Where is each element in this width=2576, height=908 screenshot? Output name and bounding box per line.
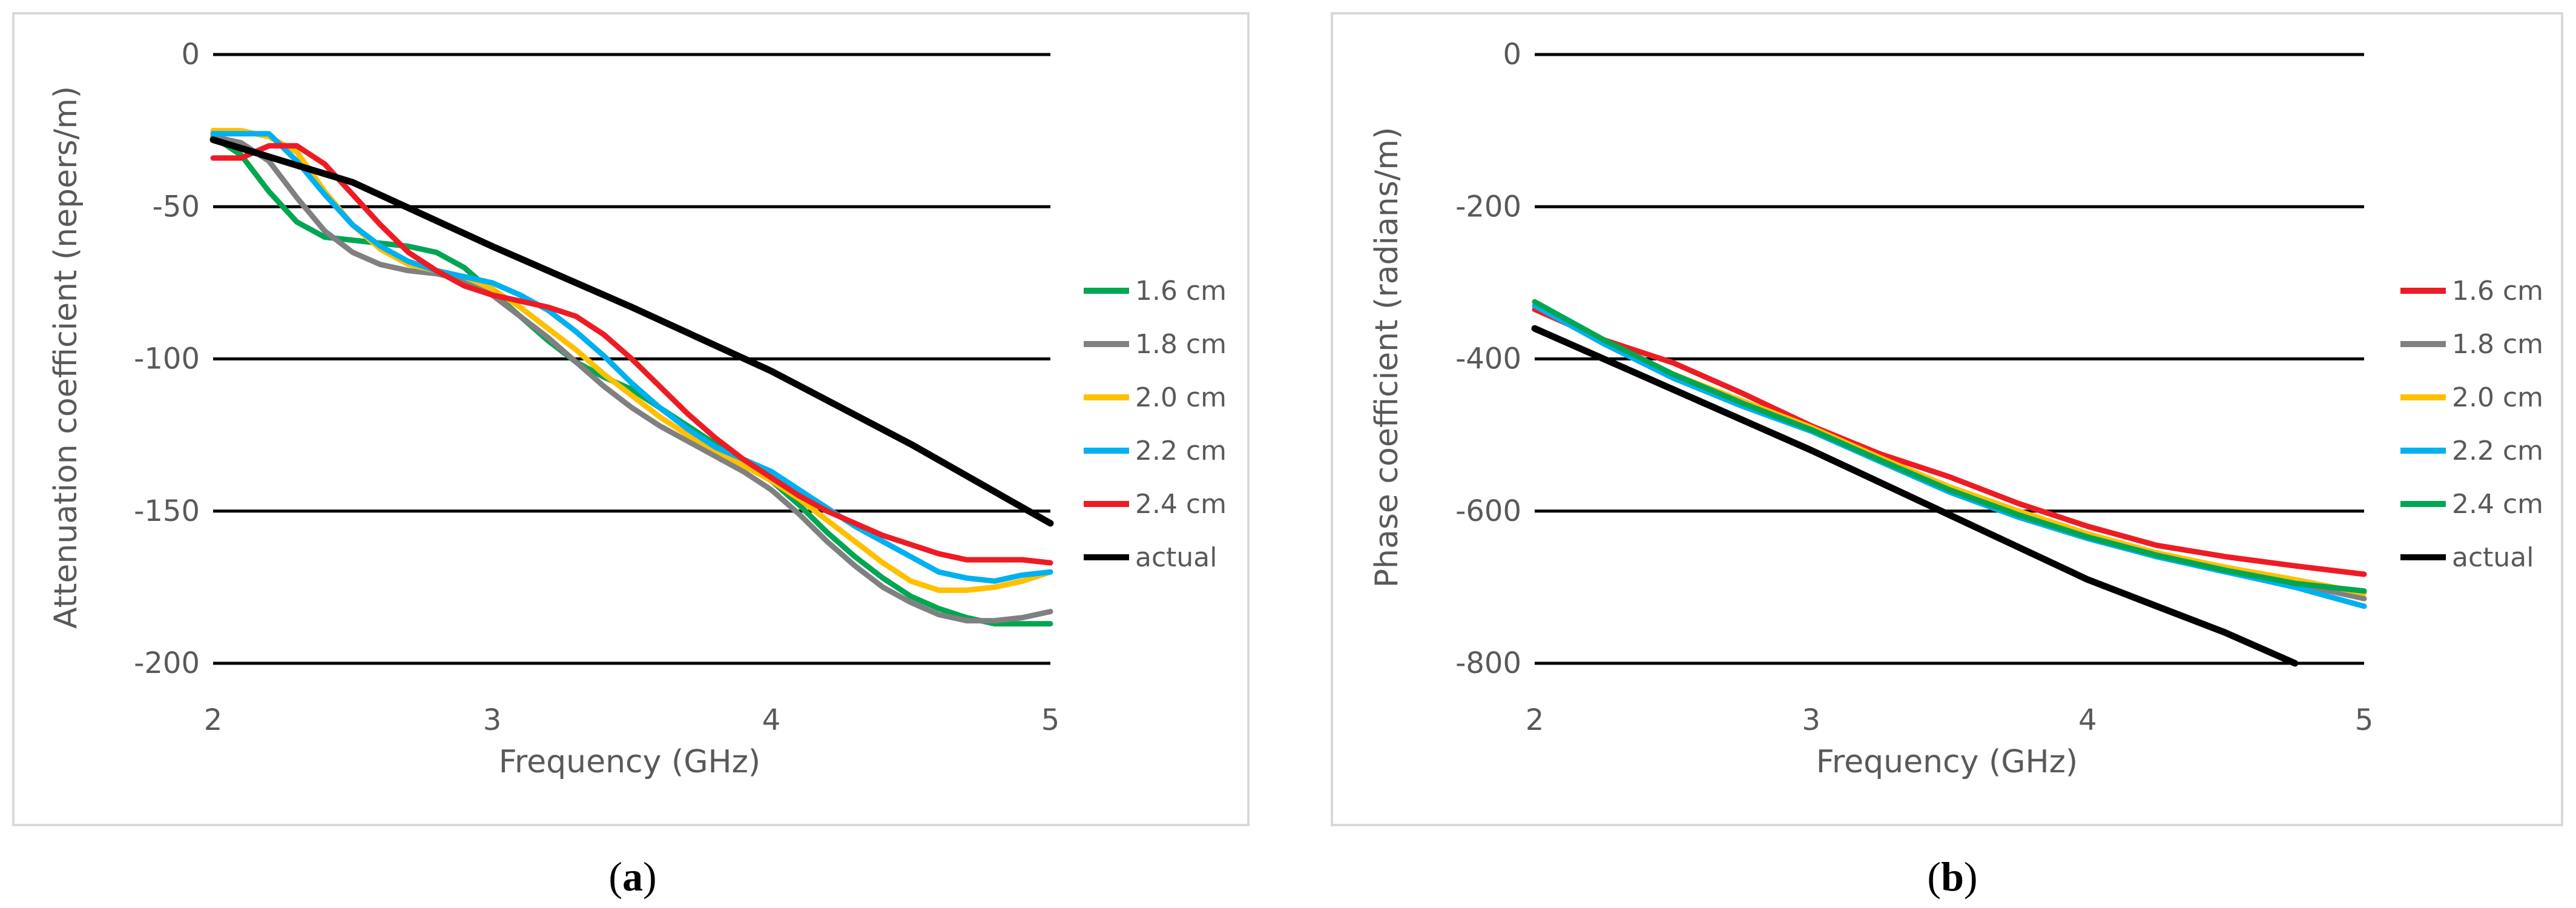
chart-b-x-tick: 2 (1526, 703, 1544, 737)
chart-a-x-tick: 2 (204, 703, 223, 737)
chart-b-legend-label-2-0-cm: 2.0 cm (2452, 382, 2543, 413)
chart-a-series-1-8-cm (210, 134, 1053, 624)
chart-a-y-tick: -200 (134, 646, 200, 680)
caption-a-open: ( (608, 853, 622, 900)
chart-a-x-axis-label: Frequency (GHz) (499, 744, 760, 780)
caption-b: (b) (1927, 853, 1977, 900)
chart-a-legend-label-1-6-cm: 1.6 cm (1135, 276, 1227, 307)
chart-b-y-tick: 0 (1503, 38, 1521, 71)
chart-b-legend-label-1-8-cm: 1.8 cm (2452, 329, 2543, 360)
chart-a-y-axis-label: Attenuation coefficient (nepers/m) (48, 86, 84, 629)
chart-b-legend-label-2-2-cm: 2.2 cm (2452, 436, 2543, 466)
chart-b-y-tick-labels: 0 -200 -400 -600 -800 (1455, 38, 1521, 680)
chart-b-x-tick: 4 (2078, 703, 2097, 737)
chart-b: 0 -200 -400 -600 -800 2 3 4 5 1.6 cm 1.8 cm 2.0 c… (1331, 12, 2563, 826)
chart-b-y-tick: -600 (1455, 494, 1521, 528)
caption-a-label: a (622, 853, 643, 900)
chart-a-y-tick: -100 (134, 342, 200, 376)
chart-a-x-tick: 3 (483, 703, 502, 737)
chart-b-series (1531, 299, 2367, 667)
chart-a-y-tick: -150 (134, 494, 200, 528)
chart-a-legend: 1.6 cm 1.8 cm 2.0 cm 2.2 cm 2.4 cm actual (1084, 276, 1227, 573)
chart-a-series-actual (209, 136, 1054, 527)
chart-b-gridlines (1535, 53, 2364, 665)
chart-b-frame (1331, 12, 2563, 826)
chart-a-frame (12, 12, 1250, 826)
chart-b-x-axis-label: Frequency (GHz) (1816, 744, 2078, 780)
chart-a-x-tick: 5 (1041, 703, 1060, 737)
chart-a-legend-label-2-0-cm: 2.0 cm (1135, 382, 1227, 413)
chart-b-y-tick: -800 (1455, 646, 1521, 680)
chart-a-legend-label-2-2-cm: 2.2 cm (1135, 436, 1227, 466)
chart-a-y-tick: -50 (153, 190, 200, 224)
chart-b-x-tick: 5 (2355, 703, 2374, 737)
chart-b-y-axis-label: Phase coefficient (radians/m) (1369, 127, 1405, 588)
chart-a-series-1-6-cm (210, 134, 1053, 627)
chart-a-legend-label-2-4-cm: 2.4 cm (1135, 489, 1227, 520)
chart-a-legend-label-actual: actual (1135, 542, 1217, 573)
chart-b-series-1-6-cm (1532, 307, 2367, 577)
chart-b-series-actual (1531, 325, 2299, 667)
caption-b-open: ( (1927, 853, 1941, 900)
chart-b-y-tick: -200 (1455, 190, 1521, 224)
chart-b-legend: 1.6 cm 1.8 cm 2.0 cm 2.2 cm 2.4 cm actual (2400, 276, 2543, 573)
chart-a-series-2-4-cm (210, 143, 1053, 566)
chart-b-legend-label-2-4-cm: 2.4 cm (2452, 489, 2543, 520)
chart-a-y-tick: 0 (181, 38, 200, 71)
caption-a-close: ) (643, 853, 657, 900)
chart-a-x-tick-labels: 2 3 4 5 (204, 703, 1060, 737)
chart-b-x-tick: 3 (1802, 703, 1820, 737)
chart-b-legend-label-1-6-cm: 1.6 cm (2452, 276, 2543, 307)
chart-a-series (209, 128, 1054, 627)
chart-b-series-2-4-cm (1532, 299, 2367, 594)
caption-b-close: ) (1964, 853, 1978, 900)
chart-b-y-tick: -400 (1455, 342, 1521, 376)
chart-a-series-2-2-cm (210, 131, 1053, 584)
caption-b-label: b (1941, 853, 1964, 900)
chart-b-x-tick-labels: 2 3 4 5 (1526, 703, 2374, 737)
caption-a: (a) (608, 853, 656, 900)
chart-a: 0 -50 -100 -150 -200 2 3 4 5 1.6 cm 1.8 cm 2.0 cm… (12, 12, 1250, 826)
chart-a-x-tick: 4 (762, 703, 781, 737)
chart-a-legend-label-1-8-cm: 1.8 cm (1135, 329, 1227, 360)
chart-a-y-tick-labels: 0 -50 -100 -150 -200 (134, 38, 200, 680)
chart-b-legend-label-actual: actual (2452, 542, 2534, 573)
